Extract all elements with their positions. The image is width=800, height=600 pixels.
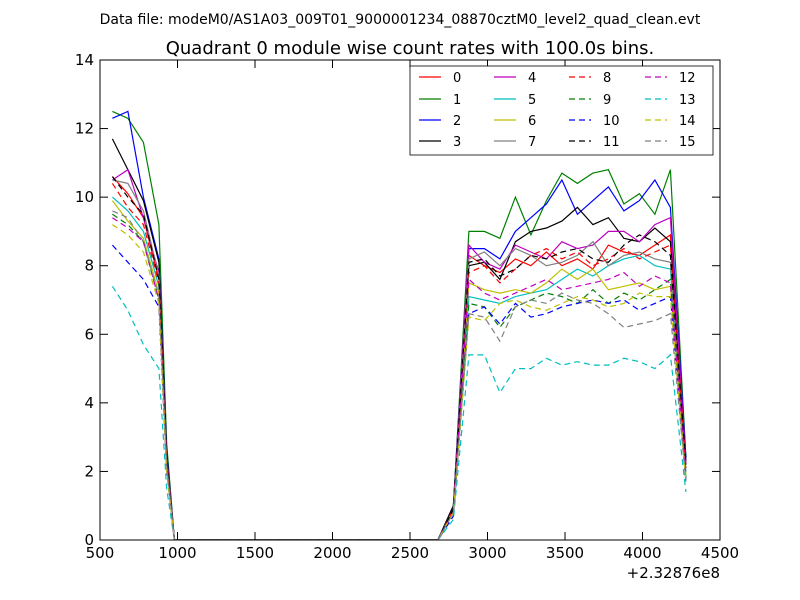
plot-area-frame [99, 59, 721, 541]
series-line-5 [112, 196, 687, 540]
legend-label-6: 6 [528, 114, 536, 129]
x-tick-label: 500 [86, 544, 115, 562]
x-tick-label: 3500 [546, 544, 584, 562]
legend-label-2: 2 [453, 114, 461, 129]
legend-label-3: 3 [453, 135, 461, 150]
ticks-layer: 500 1000 1500 2000 2500 3000 3500 4000 4500 0 2 4 6 8… [75, 51, 739, 562]
series-line-14 [112, 224, 687, 540]
series-line-11 [111, 176, 687, 540]
x-tick-label: 2500 [391, 544, 429, 562]
x-tick-label: 4500 [701, 544, 739, 562]
legend-label-8: 8 [603, 71, 611, 86]
legend-label-11: 11 [603, 135, 620, 150]
legend-label-7: 7 [528, 135, 536, 150]
x-tick-label: 4000 [623, 544, 661, 562]
legend-label-0: 0 [453, 71, 461, 86]
series-line-6 [111, 200, 687, 540]
series-line-0 [111, 176, 687, 540]
series-line-2 [112, 110, 687, 540]
series-line-12 [112, 217, 687, 540]
legend-label-9: 9 [603, 93, 611, 108]
series-line-15 [112, 210, 687, 540]
x-offset-label: +2.32876e8 [627, 564, 720, 582]
x-tick-label: 1500 [236, 544, 274, 562]
y-tick-label: 8 [84, 257, 94, 275]
x-tick-label: 2000 [313, 544, 351, 562]
y-tick-label: 14 [75, 51, 94, 69]
series-layer [111, 110, 687, 540]
series-line-8 [111, 183, 687, 540]
y-tick-label: 12 [75, 120, 94, 138]
series-line-4 [112, 168, 687, 540]
x-tick-label: 3000 [468, 544, 506, 562]
y-tick-label: 0 [84, 531, 94, 549]
series-line-10 [111, 244, 687, 540]
y-tick-label: 4 [84, 394, 94, 412]
chart-title: Quadrant 0 module wise count rates with … [166, 38, 655, 59]
y-tick-label: 10 [75, 188, 94, 206]
legend-label-12: 12 [679, 71, 696, 86]
legend-label-15: 15 [679, 135, 696, 150]
legend-frame [409, 65, 714, 156]
legend-label-10: 10 [603, 114, 620, 129]
suptitle: Data file: modeM0/AS1A03_009T01_90000012… [100, 12, 701, 28]
series-line-3 [111, 138, 687, 540]
legend-label-14: 14 [679, 114, 696, 129]
series-line-1 [112, 110, 687, 540]
legend-label-13: 13 [679, 93, 696, 108]
y-tick-label: 6 [84, 325, 94, 343]
y-tick-label: 2 [84, 462, 94, 480]
legend-label-5: 5 [528, 93, 536, 108]
series-line-9 [112, 213, 687, 540]
legend-label-4: 4 [528, 71, 536, 86]
series-line-13 [111, 285, 687, 540]
series-line-7 [112, 179, 687, 540]
x-tick-label: 1000 [158, 544, 196, 562]
legend-label-1: 1 [453, 93, 461, 108]
